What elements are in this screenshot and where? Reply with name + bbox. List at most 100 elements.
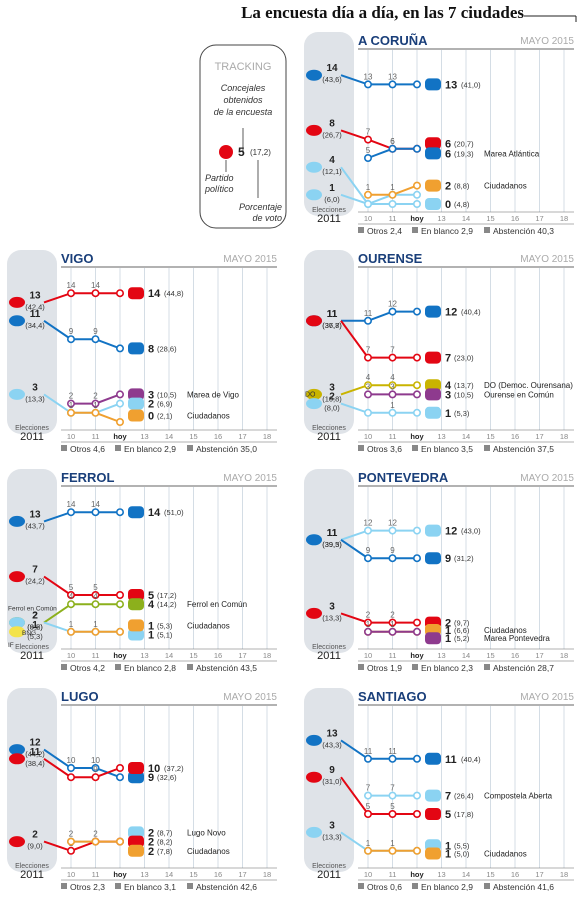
x-tick-label: 16 xyxy=(511,432,519,441)
end-seats-psoe: 6 xyxy=(445,138,451,150)
point-pp xyxy=(67,763,76,772)
party-logo-icon xyxy=(128,771,144,784)
e2011-seats-bng: 4 xyxy=(329,155,335,166)
end-seats-lugo-novo: 2 xyxy=(148,827,154,839)
x-tick-label: 13 xyxy=(140,432,148,441)
end-pct-ourense-en-com-n: (10,5) xyxy=(454,390,474,399)
point-eu xyxy=(388,200,397,209)
point-ciudadanos xyxy=(388,190,397,199)
x-tick-label: 11 xyxy=(92,432,100,441)
party-logo-icon xyxy=(9,571,25,583)
party-logo-icon xyxy=(9,315,25,327)
footer-abstencion: Abstención 43,5 xyxy=(196,663,257,673)
legend-subtitle-line: obtenidos xyxy=(223,95,263,105)
e2011-pct-bng: (12,1) xyxy=(322,167,342,176)
elections-label: Elecciones xyxy=(15,863,49,870)
series-line-pp xyxy=(43,319,121,350)
series-line-bng xyxy=(340,402,417,414)
value-label-ciudadanos: 1 xyxy=(366,620,371,629)
x-tick-label: 17 xyxy=(238,651,246,660)
end-seats-compostela-aberta: 7 xyxy=(445,791,451,803)
end-seats-ciudadanos: 2 xyxy=(148,846,154,858)
x-tick-label: 18 xyxy=(560,870,568,879)
point-do xyxy=(388,381,397,390)
party-logo-icon xyxy=(425,198,441,210)
legend-subtitle-line: de la encuesta xyxy=(214,107,273,117)
value-label-psoe: 7 xyxy=(390,346,395,355)
point-ferrol-en-com-n xyxy=(116,600,125,609)
footer-abstencion: Abstención 28,7 xyxy=(493,663,554,673)
x-tick-label: 16 xyxy=(214,651,222,660)
x-tick-label: 16 xyxy=(214,432,222,441)
party-logo-icon xyxy=(128,388,144,401)
elections-band xyxy=(304,250,354,434)
value-label-ciudadanos: 1 xyxy=(93,620,98,629)
value-label-psoe: 7 xyxy=(366,128,371,137)
x-tick-label: 10 xyxy=(364,870,372,879)
point-bng xyxy=(116,399,125,408)
x-tick-label: 14 xyxy=(165,432,173,441)
point-pp xyxy=(67,508,76,517)
x-tick-label: 11 xyxy=(389,432,397,441)
date-label: MAYO 2015 xyxy=(223,692,277,703)
x-tick-label: 18 xyxy=(560,651,568,660)
point-ciudadanos xyxy=(412,846,421,855)
point-bng xyxy=(388,526,397,535)
end-seats-psoe: 10 xyxy=(148,763,160,775)
x-tick-label: 17 xyxy=(535,870,543,879)
elections-label: Elecciones xyxy=(312,863,346,870)
footer-swatch xyxy=(484,227,490,233)
legend-party-dot xyxy=(219,145,233,159)
end-pct-ciudadanos: (7,8) xyxy=(157,847,173,856)
footer-swatch xyxy=(412,883,418,889)
end-pct-bng: (43,0) xyxy=(461,527,481,536)
x-tick-label: 17 xyxy=(238,870,246,879)
x-tick-label: 11 xyxy=(92,651,100,660)
x-tick-label: hoy xyxy=(410,651,424,660)
point-ourense-en-com-n xyxy=(363,390,372,399)
party-logo-icon xyxy=(425,147,441,160)
point-ciudadanos xyxy=(412,181,421,190)
city-title: OURENSE xyxy=(358,251,423,266)
end-seats-ciudadanos: 1 xyxy=(148,620,154,632)
footer-abstencion: Abstención 40,3 xyxy=(493,226,554,236)
point-marea-pontevedra xyxy=(388,627,397,636)
point-ciudadanos xyxy=(67,408,76,417)
party-logo-icon xyxy=(306,826,322,838)
party-logo-icon xyxy=(128,589,144,601)
e2011-pct-bng: (13,3) xyxy=(25,394,45,403)
e2011-pct-bng: (39,5) xyxy=(322,540,342,549)
party-logo-icon xyxy=(425,789,441,802)
value-label-pp: 12 xyxy=(388,300,397,309)
legend-party-label: político xyxy=(204,184,234,194)
end-pct-bng: (5,5) xyxy=(454,841,470,850)
value-label-bng: 1 xyxy=(366,839,371,848)
point-marea-atl-ntica xyxy=(388,144,397,153)
e2011-pct-psoe: (26,7) xyxy=(322,130,342,139)
e2011-pct-bng: (8,5) xyxy=(27,623,43,632)
legend-example-seats: 5 xyxy=(238,145,245,159)
value-label-pp: 14 xyxy=(67,500,76,509)
end-pct-do: (13,7) xyxy=(454,381,474,390)
e2011-seats-pp: 12 xyxy=(29,738,41,749)
point-marea-de-vigo xyxy=(116,390,125,399)
end-seats-pp: 14 xyxy=(148,507,161,519)
elections-label: Elecciones xyxy=(312,425,346,432)
value-label-do: 4 xyxy=(390,373,395,382)
x-tick-label: 17 xyxy=(535,432,543,441)
footer-swatch xyxy=(484,664,490,670)
party-logo-icon xyxy=(306,398,322,410)
point-marea-de-vigo xyxy=(67,399,76,408)
end-seats-do: 4 xyxy=(445,380,452,392)
end-pct-ciudadanos: (5,3) xyxy=(157,621,173,630)
party-logo-icon xyxy=(128,826,144,839)
end-pct-compostela-aberta: (26,4) xyxy=(454,792,474,801)
end-seats-ciudadanos: 1 xyxy=(445,849,451,861)
party-logo-icon xyxy=(128,835,144,848)
x-tick-label: 10 xyxy=(67,432,75,441)
series-line-do xyxy=(340,384,417,396)
party-logo-icon xyxy=(9,388,25,400)
